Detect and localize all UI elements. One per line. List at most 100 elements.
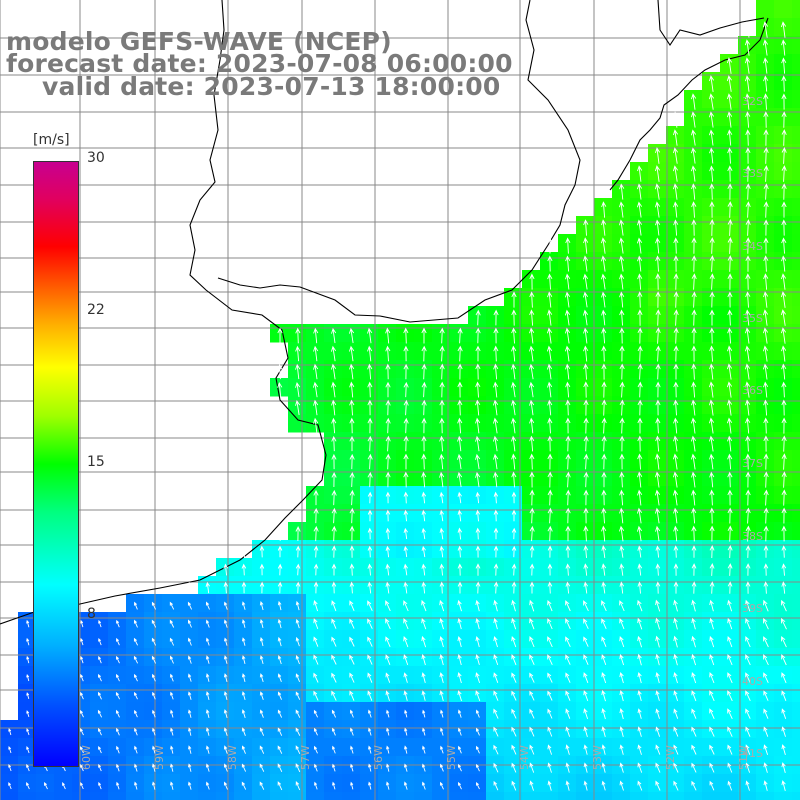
wind-arrow (367, 672, 373, 683)
wind-arrow (332, 781, 336, 790)
wind-arrow (205, 673, 210, 682)
wind-arrow (62, 782, 66, 790)
wind-cell (738, 666, 757, 685)
wind-arrow (727, 147, 733, 164)
wind-cell (792, 576, 800, 595)
wind-arrow (350, 781, 354, 790)
wind-arrow (727, 291, 733, 308)
wind-arrow (421, 763, 426, 772)
wind-cell (774, 630, 793, 649)
wind-arrow (97, 709, 103, 718)
wind-arrow (97, 691, 102, 700)
wind-arrow (744, 21, 751, 38)
wind-arrow (781, 780, 786, 792)
wind-cell (576, 504, 595, 523)
wind-arrow (169, 601, 175, 610)
wind-arrow (673, 653, 678, 666)
wind-arrow (421, 491, 427, 504)
wind-arrow (673, 744, 679, 755)
wind-arrow (601, 563, 607, 576)
wind-arrow (781, 93, 787, 110)
wind-cell (342, 522, 361, 541)
wind-arrow (708, 435, 715, 452)
wind-cell (540, 630, 559, 649)
wind-cell (504, 342, 523, 361)
wind-arrow (277, 781, 283, 791)
wind-arrow (673, 563, 679, 576)
wind-arrow (421, 363, 427, 380)
wind-arrow (295, 709, 301, 718)
wind-cell (756, 270, 775, 289)
wind-arrow (133, 619, 138, 628)
wind-cell (0, 792, 19, 800)
wind-arrow (133, 637, 139, 646)
wind-arrow (781, 435, 787, 452)
wind-cell (360, 432, 379, 451)
wind-arrow (636, 183, 643, 200)
wind-cell (378, 396, 397, 415)
wind-arrow (492, 399, 499, 416)
wind-cell (792, 90, 800, 109)
wind-arrow (763, 165, 769, 182)
wind-cell (756, 504, 775, 523)
wind-arrow (349, 453, 355, 470)
wind-cell (612, 180, 631, 199)
wind-arrow (637, 617, 643, 630)
wind-arrow (781, 201, 787, 218)
wind-cell (432, 324, 451, 343)
wind-arrow (529, 291, 535, 308)
wind-arrow (547, 291, 553, 308)
wind-arrow (439, 399, 445, 416)
wind-cell (738, 486, 757, 505)
wind-arrow (601, 381, 607, 398)
wind-arrow (673, 201, 679, 218)
wind-arrow (493, 309, 499, 326)
wind-arrow (618, 237, 625, 254)
wind-cell (414, 468, 433, 487)
wind-cell (774, 450, 793, 469)
wind-cell (468, 504, 487, 523)
wind-arrow (188, 745, 192, 754)
wind-arrow (313, 399, 319, 416)
wind-arrow (510, 381, 517, 398)
wind-arrow (763, 273, 769, 290)
wind-arrow (673, 507, 679, 524)
wind-arrow (565, 636, 571, 647)
wind-arrow (781, 345, 787, 362)
wind-arrow (690, 111, 697, 128)
wind-arrow (385, 672, 391, 683)
wind-cell (684, 540, 703, 559)
wind-arrow (439, 545, 445, 558)
wind-arrow (637, 471, 643, 488)
wind-arrow (637, 453, 643, 470)
wind-arrow (277, 636, 282, 647)
wind-cell (792, 486, 800, 505)
wind-arrow (673, 399, 679, 416)
wind-arrow (583, 453, 589, 470)
wind-arrow (583, 327, 589, 344)
wind-arrow (709, 581, 715, 594)
wind-arrow (510, 399, 517, 416)
wind-arrow (673, 617, 678, 630)
wind-arrow (205, 709, 210, 719)
wind-arrow (673, 291, 679, 308)
wind-arrow (98, 655, 102, 664)
wind-cell (360, 468, 379, 487)
wind-arrow (367, 636, 373, 647)
wind-arrow (565, 435, 571, 452)
wind-arrow (780, 273, 787, 290)
wind-cell (216, 792, 235, 800)
wind-arrow (763, 201, 769, 218)
wind-arrow (367, 435, 373, 452)
wind-arrow (134, 763, 138, 772)
wind-arrow (170, 745, 174, 754)
wind-arrow (601, 636, 607, 647)
wind-cell (756, 378, 775, 397)
wind-cell (342, 558, 361, 577)
wind-cell (522, 432, 541, 451)
wind-cell (630, 360, 649, 379)
wind-cell (360, 648, 379, 667)
wind-cell (738, 216, 757, 235)
wind-arrow (691, 780, 697, 791)
wind-cell (396, 324, 415, 343)
